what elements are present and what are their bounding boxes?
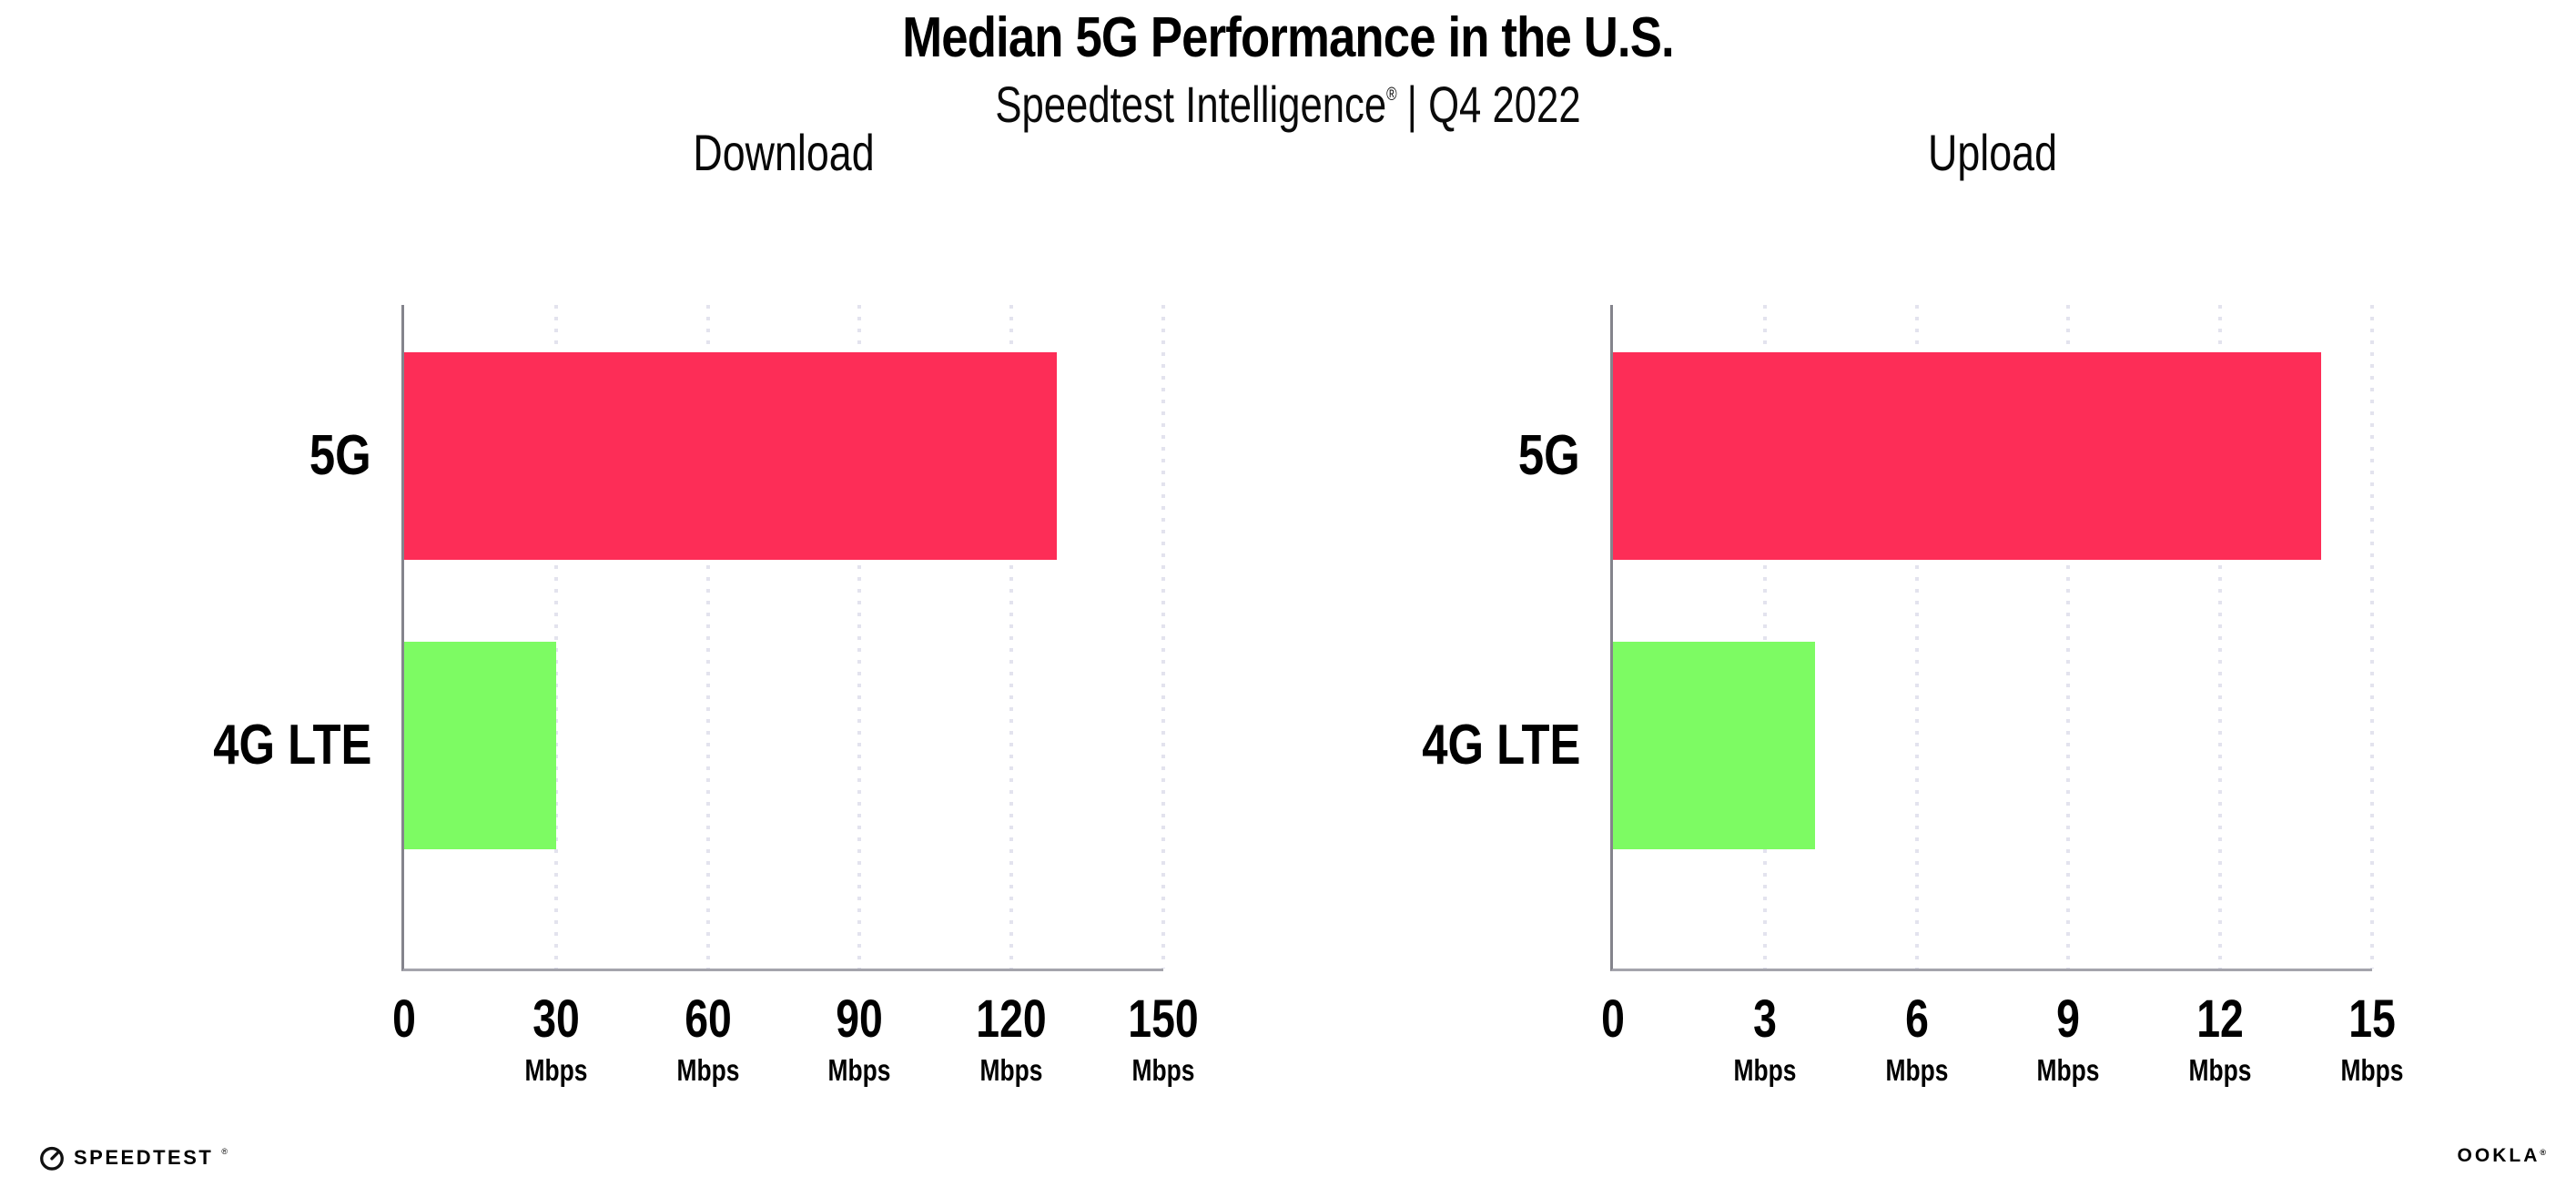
gridline (2066, 305, 2071, 969)
gridlines (404, 305, 1165, 969)
x-tick-value: 15 (2348, 989, 2396, 1049)
category-label-5g: 5G (1518, 424, 1580, 487)
gridline (1009, 305, 1014, 969)
x-tick: 60 Mbps (676, 989, 740, 1087)
x-tick-value: 12 (2196, 989, 2244, 1049)
x-tick: 90 Mbps (827, 989, 891, 1087)
subtitle-period: | Q4 2022 (1406, 76, 1581, 133)
subtitle-brand: Speedtest Intelligence (995, 76, 1387, 133)
gridline (553, 305, 558, 969)
x-tick: 15 Mbps (2340, 989, 2404, 1087)
gridline (705, 305, 710, 969)
category-label-4g-lte: 4G LTE (212, 714, 371, 776)
speedtest-logo: SPEEDTEST ® (38, 1140, 228, 1176)
x-tick-unit: Mbps (2340, 1052, 2404, 1087)
download-chart: Download 5G 4G LTE 0 30 Mbps 60 Mbps 90 Mbps 12… (213, 124, 1199, 1085)
bar-4g-lte-download (404, 642, 556, 849)
x-tick: 30 Mbps (524, 989, 588, 1087)
x-tick: 150 Mbps (1128, 989, 1199, 1087)
category-label-5g: 5G (309, 424, 371, 487)
ookla-wordmark: OOKLA (2457, 1145, 2541, 1166)
x-tick-unit: Mbps (524, 1052, 588, 1087)
page-subtitle: Speedtest Intelligence® | Q4 2022 (283, 75, 2292, 134)
x-tick-value: 120 (976, 989, 1047, 1049)
registered-mark: ® (1386, 85, 1397, 105)
registered-mark: ® (221, 1147, 228, 1156)
x-tick: 3 Mbps (1733, 989, 1797, 1087)
speedtest-wordmark: SPEEDTEST (74, 1146, 214, 1169)
gridline (857, 305, 862, 969)
x-tick-unit: Mbps (2036, 1052, 2100, 1087)
gridline (1161, 305, 1165, 969)
x-tick-unit: Mbps (676, 1052, 740, 1087)
x-tick: 0 (392, 989, 416, 1049)
registered-mark: ® (2540, 1148, 2549, 1157)
page-title: Median 5G Performance in the U.S. (902, 6, 1674, 69)
upload-chart: Upload 5G 4G LTE 0 3 Mbps 6 Mbps 9 Mbps 12 Mbps 1… (1422, 124, 2404, 1085)
x-tick-value: 3 (1752, 989, 1777, 1049)
speedometer-gauge-icon (38, 1144, 66, 1172)
bar-5g-download (404, 352, 1058, 560)
x-tick-unit: Mbps (1733, 1052, 1797, 1087)
x-tick-unit: Mbps (2188, 1052, 2252, 1087)
bar-4g-lte-upload (1613, 642, 1816, 849)
gridline (1914, 305, 1919, 969)
x-tick-value: 150 (1128, 989, 1199, 1049)
upload-chart-title: Upload (1928, 124, 2057, 181)
x-tick: 12 Mbps (2188, 989, 2252, 1087)
gridline (2218, 305, 2223, 969)
x-tick-value: 60 (684, 989, 732, 1049)
x-tick-unit: Mbps (1885, 1052, 1949, 1087)
gridlines (1613, 305, 2374, 969)
x-tick: 0 (1601, 989, 1625, 1049)
x-tick-value: 9 (2056, 989, 2081, 1049)
x-tick-value: 30 (532, 989, 580, 1049)
x-tick-value: 0 (1601, 989, 1625, 1049)
x-tick-value: 90 (836, 989, 884, 1049)
category-label-4g-lte: 4G LTE (1421, 714, 1580, 776)
x-tick: 9 Mbps (2036, 989, 2100, 1087)
ookla-logo: OOKLA® (2458, 1145, 2549, 1167)
x-tick: 120 Mbps (976, 989, 1047, 1087)
x-tick-value: 6 (1904, 989, 1929, 1049)
download-chart-title: Download (693, 124, 875, 181)
bar-5g-upload (1613, 352, 2322, 560)
x-tick-unit: Mbps (827, 1052, 891, 1087)
x-tick-unit: Mbps (979, 1052, 1043, 1087)
gridline (1762, 305, 1767, 969)
x-tick-unit: Mbps (1131, 1052, 1195, 1087)
x-tick: 6 Mbps (1885, 989, 1949, 1087)
gridline (2370, 305, 2374, 969)
x-tick-value: 0 (392, 989, 416, 1049)
